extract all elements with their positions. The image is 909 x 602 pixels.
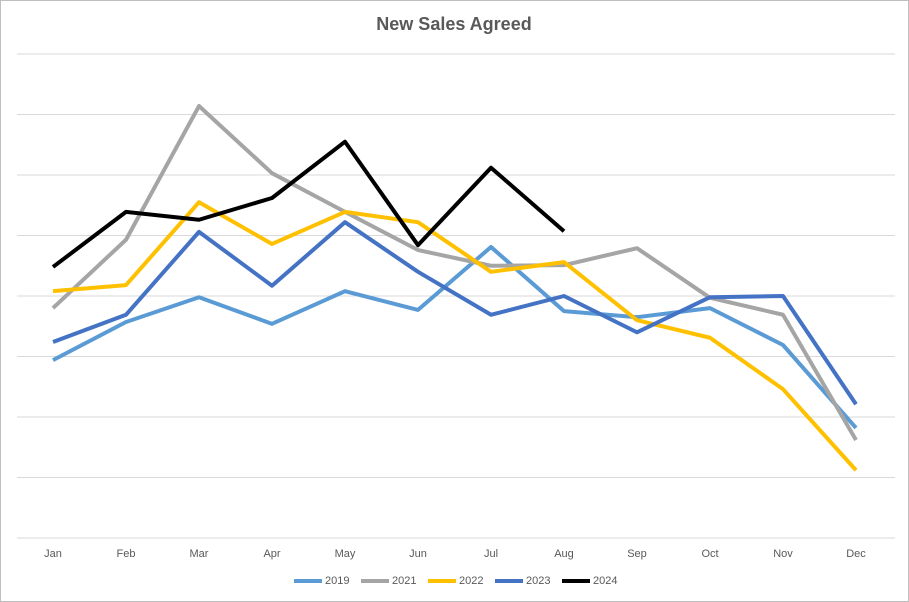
- x-tick-label: Jun: [409, 548, 427, 560]
- legend-label: 2022: [459, 575, 483, 587]
- series-line: [52, 200, 858, 472]
- x-tick-label: Aug: [554, 548, 574, 560]
- x-tick-label: Apr: [263, 548, 280, 560]
- x-tick-label: Jan: [44, 548, 62, 560]
- x-tick-label: Nov: [773, 548, 793, 560]
- legend-label: 2023: [526, 575, 550, 587]
- legend-label: 2021: [392, 575, 416, 587]
- x-tick-label: May: [335, 548, 356, 560]
- x-tick-label: Jul: [484, 548, 498, 560]
- series-line: [52, 220, 858, 406]
- series-line: [51, 139, 566, 269]
- x-tick-label: Sep: [627, 548, 647, 560]
- series-line: [51, 104, 858, 441]
- legend-label: 2024: [593, 575, 617, 587]
- x-tick-label: Dec: [846, 548, 866, 560]
- x-tick-label: Mar: [190, 548, 209, 560]
- chart-title: New Sales Agreed: [376, 14, 531, 34]
- series-line: [52, 244, 858, 430]
- x-tick-label: Oct: [701, 548, 718, 560]
- legend-label: 2019: [325, 575, 349, 587]
- x-tick-label: Feb: [117, 548, 136, 560]
